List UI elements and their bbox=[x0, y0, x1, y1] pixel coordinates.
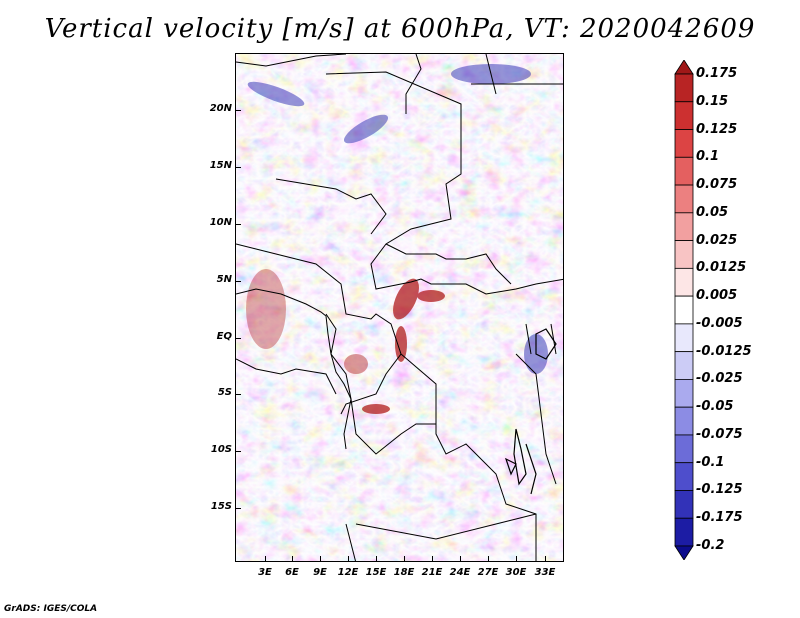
longitude-label-12e: 12E bbox=[337, 567, 359, 578]
colorbar-label: -0.2 bbox=[696, 538, 725, 553]
colorbar-bottom-arrow bbox=[674, 545, 694, 560]
latitude-label-5n: 5N bbox=[216, 274, 232, 285]
colorbar-segment bbox=[674, 490, 694, 519]
longitude-label-9e: 9E bbox=[313, 567, 327, 578]
longitude-label-21e: 21E bbox=[421, 567, 443, 578]
colorbar-label: 0.025 bbox=[696, 232, 738, 248]
longitude-tick bbox=[545, 556, 546, 562]
colorbar-label: -0.0125 bbox=[696, 343, 752, 359]
longitude-tick bbox=[460, 556, 461, 562]
colorbar-label: 0.1 bbox=[696, 149, 720, 165]
lake-outlines bbox=[504, 328, 557, 495]
colorbar-label: 0.05 bbox=[696, 204, 729, 220]
colorbar-label: 0.15 bbox=[696, 93, 729, 109]
colorbar-label: -0.005 bbox=[696, 315, 743, 331]
latitude-label-eq: EQ bbox=[216, 331, 232, 342]
longitude-label-33e: 33E bbox=[534, 567, 556, 578]
longitude-tick bbox=[432, 556, 433, 562]
latitude-tick bbox=[235, 451, 241, 452]
longitude-tick bbox=[265, 556, 266, 562]
longitude-tick bbox=[488, 556, 489, 562]
coastline bbox=[236, 288, 352, 450]
latitude-label-10s: 10S bbox=[210, 444, 232, 455]
colorbar-segment bbox=[674, 295, 694, 325]
longitude-tick bbox=[516, 556, 517, 562]
latitude-tick bbox=[235, 338, 241, 339]
longitude-label-30e: 30E bbox=[505, 567, 527, 578]
colorbar-segment bbox=[674, 517, 694, 547]
longitude-tick bbox=[404, 556, 405, 562]
strong-downdraft-patches bbox=[247, 64, 548, 374]
map-panel bbox=[235, 53, 564, 562]
longitude-tick bbox=[376, 556, 377, 562]
colorbar bbox=[674, 60, 694, 560]
latitude-tick bbox=[235, 224, 241, 225]
vertical-velocity-field bbox=[236, 54, 563, 561]
longitude-tick bbox=[348, 556, 349, 562]
colorbar-label: 0.005 bbox=[696, 288, 738, 304]
colorbar-label: -0.05 bbox=[696, 399, 734, 415]
latitude-label-15n: 15N bbox=[209, 160, 232, 171]
latitude-tick bbox=[235, 167, 241, 168]
colorbar-segment bbox=[674, 406, 694, 436]
colorbar-segment bbox=[674, 101, 694, 130]
latitude-tick bbox=[235, 281, 241, 282]
latitude-label-5s: 5S bbox=[217, 387, 232, 398]
longitude-label-24e: 24E bbox=[449, 567, 471, 578]
colorbar-label: 0.075 bbox=[696, 177, 738, 193]
country-borders bbox=[236, 54, 563, 561]
latitude-tick bbox=[235, 110, 241, 111]
colorbar-segment bbox=[674, 129, 694, 158]
colorbar-segment bbox=[674, 267, 694, 297]
colorbar-segment bbox=[674, 351, 694, 380]
plot-title: Vertical velocity [m/s] at 600hPa, VT: 2… bbox=[44, 14, 756, 44]
latitude-tick bbox=[235, 394, 241, 395]
colorbar-segment bbox=[674, 184, 694, 214]
longitude-label-18e: 18E bbox=[393, 567, 415, 578]
longitude-label-27e: 27E bbox=[477, 567, 499, 578]
colorbar-label: 0.125 bbox=[696, 121, 738, 137]
colorbar-segment bbox=[674, 434, 694, 464]
latitude-label-15s: 15S bbox=[210, 501, 232, 512]
colorbar-label: -0.075 bbox=[696, 426, 743, 442]
longitude-tick bbox=[320, 556, 321, 562]
longitude-label-6e: 6E bbox=[285, 567, 299, 578]
colorbar-top-arrow bbox=[674, 60, 694, 75]
colorbar-segment bbox=[674, 240, 694, 269]
colorbar-label: 0.0125 bbox=[696, 260, 747, 276]
colorbar-segment bbox=[674, 73, 694, 103]
colorbar-segment bbox=[674, 379, 694, 408]
latitude-label-20n: 20N bbox=[209, 103, 232, 114]
credit-text: GrADS: IGES/COLA bbox=[4, 604, 98, 614]
colorbar-segment bbox=[674, 156, 694, 186]
colorbar-label: -0.125 bbox=[696, 482, 743, 498]
latitude-label-10n: 10N bbox=[209, 217, 232, 228]
longitude-label-15e: 15E bbox=[365, 567, 387, 578]
colorbar-segment bbox=[674, 212, 694, 241]
colorbar-label: -0.1 bbox=[696, 454, 725, 470]
longitude-tick bbox=[292, 556, 293, 562]
colorbar-label: -0.175 bbox=[696, 510, 743, 526]
colorbar-label: -0.025 bbox=[696, 371, 743, 387]
longitude-label-3e: 3E bbox=[258, 567, 272, 578]
colorbar-segment bbox=[674, 323, 694, 353]
latitude-tick bbox=[235, 508, 241, 509]
colorbar-label: 0.175 bbox=[696, 66, 738, 81]
colorbar-segment bbox=[674, 462, 694, 491]
